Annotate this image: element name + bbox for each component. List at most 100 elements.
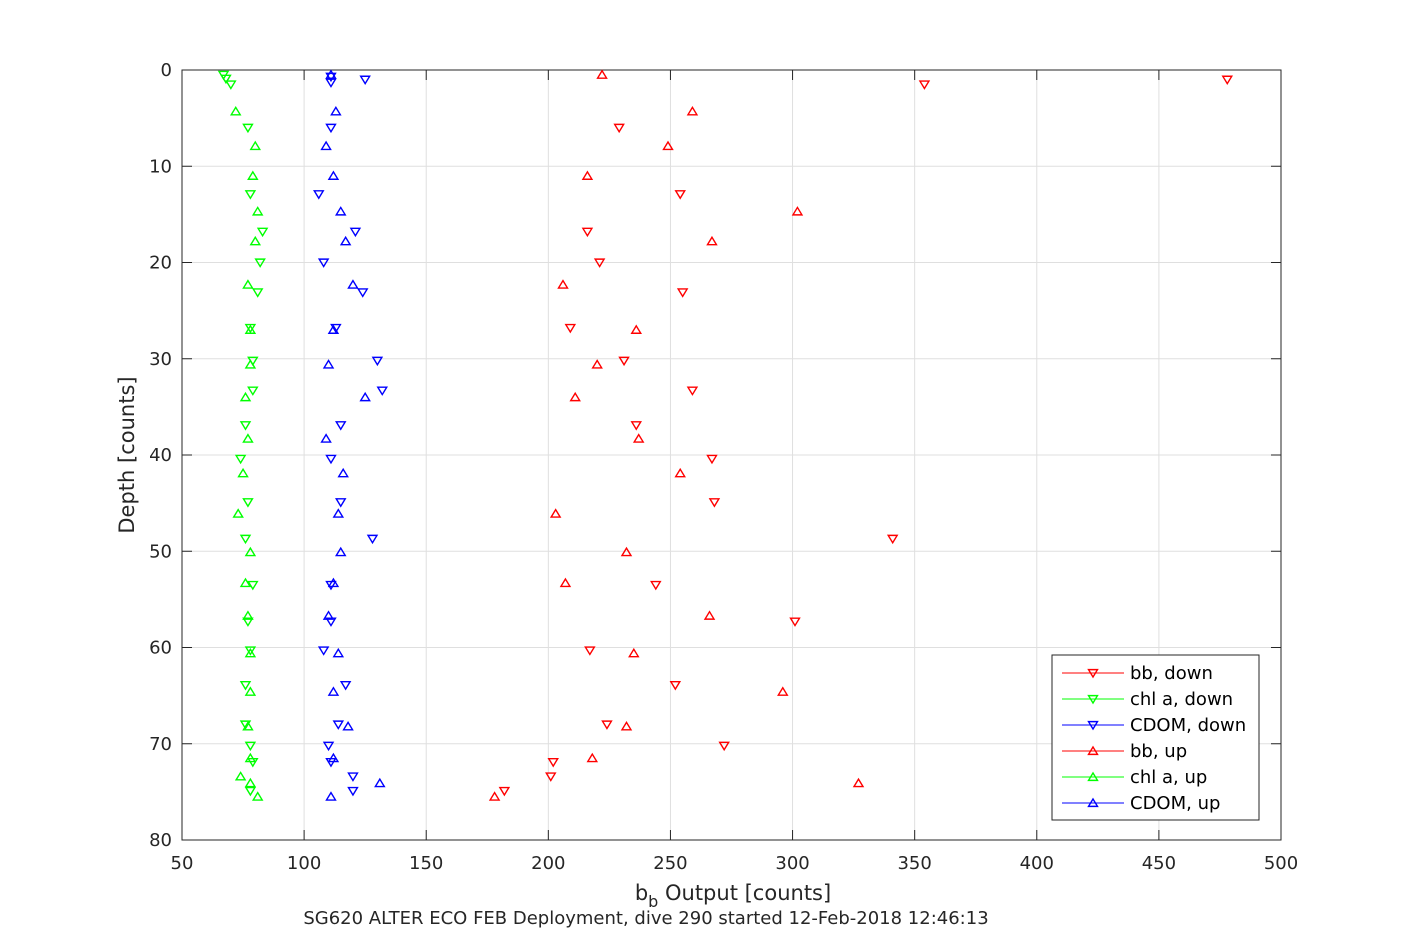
data-point xyxy=(332,508,345,518)
legend-label: CDOM, up xyxy=(1130,793,1220,814)
y-tick-label: 0 xyxy=(161,60,172,81)
data-point xyxy=(249,235,262,246)
data-point xyxy=(234,454,247,465)
y-tick-label: 70 xyxy=(149,734,172,755)
data-point xyxy=(247,170,259,180)
data-point xyxy=(335,546,347,557)
data-point xyxy=(239,720,252,730)
series-bb-up xyxy=(488,69,865,801)
data-point xyxy=(366,534,379,545)
data-point xyxy=(244,786,257,797)
data-point xyxy=(669,680,682,691)
data-point xyxy=(581,227,594,238)
data-point xyxy=(322,610,335,620)
data-point xyxy=(327,324,340,334)
data-point xyxy=(242,721,254,731)
data-point xyxy=(706,235,718,246)
data-point xyxy=(618,356,630,367)
legend: bb, down chl a, down CDOM, down bb, up chl a… xyxy=(1051,654,1260,821)
data-point xyxy=(686,105,699,116)
data-point xyxy=(247,580,259,591)
data-point xyxy=(244,646,257,656)
legend-swatch-marker xyxy=(1087,797,1099,808)
data-point xyxy=(242,123,254,134)
data-point xyxy=(247,386,259,396)
y-tick-label: 10 xyxy=(149,156,172,177)
data-point xyxy=(327,170,340,180)
x-axis-label-rest: Output [counts] xyxy=(658,881,831,905)
data-point xyxy=(325,123,337,134)
data-point xyxy=(332,720,345,730)
data-point xyxy=(777,686,789,696)
data-point xyxy=(559,577,572,588)
x-tick-label: 500 xyxy=(1264,853,1298,874)
series-cdom-down xyxy=(313,72,389,797)
data-point xyxy=(317,258,330,268)
data-point xyxy=(632,433,645,443)
data-point xyxy=(225,80,237,90)
data-point xyxy=(601,720,613,730)
data-point xyxy=(335,206,347,216)
data-point xyxy=(1221,75,1234,86)
data-point xyxy=(686,386,699,396)
data-point xyxy=(244,546,257,557)
data-point xyxy=(596,69,608,79)
data-point xyxy=(488,791,501,801)
data-point xyxy=(703,610,716,620)
data-point xyxy=(325,72,337,83)
legend-swatch-marker xyxy=(1087,668,1099,679)
y-tick-label: 40 xyxy=(149,445,172,466)
data-point xyxy=(584,646,596,656)
data-point xyxy=(613,123,625,134)
data-point xyxy=(244,190,257,200)
data-point xyxy=(320,433,332,443)
data-point xyxy=(586,752,599,763)
data-point xyxy=(852,777,865,788)
data-point xyxy=(564,323,577,334)
data-point xyxy=(244,741,257,752)
data-point xyxy=(581,170,594,180)
data-point xyxy=(320,140,332,151)
legend-entry: bb, up xyxy=(1062,741,1187,762)
data-point xyxy=(325,454,337,465)
chart-title: SG620 ALTER ECO FEB Deployment, dive 290… xyxy=(303,908,988,929)
data-point xyxy=(234,771,247,781)
legend-entry: chl a, down xyxy=(1062,689,1233,710)
data-point xyxy=(220,74,232,85)
data-point xyxy=(327,752,340,763)
data-point xyxy=(242,617,254,627)
data-point xyxy=(628,647,640,658)
data-point xyxy=(918,80,931,90)
data-point xyxy=(718,741,730,752)
data-point xyxy=(662,140,674,151)
x-axis-label-subscript: b xyxy=(648,892,658,911)
data-point xyxy=(335,421,347,431)
data-point xyxy=(254,258,266,268)
data-point xyxy=(229,105,242,116)
data-point xyxy=(337,467,349,478)
data-point xyxy=(557,279,569,289)
data-point xyxy=(327,686,340,696)
x-axis-label-main: b xyxy=(635,881,648,905)
x-tick-label: 450 xyxy=(1142,853,1176,874)
x-axis-label: bb Output [counts] xyxy=(635,881,831,911)
data-point xyxy=(242,610,254,620)
series-cdom-up xyxy=(320,69,386,801)
legend-swatch-marker xyxy=(1087,771,1099,782)
data-point xyxy=(251,206,264,216)
data-point xyxy=(674,467,686,478)
data-point xyxy=(251,791,264,801)
y-tick-label: 80 xyxy=(149,830,172,851)
y-axis-label: Depth [counts] xyxy=(115,376,139,533)
data-point xyxy=(359,75,371,86)
data-point xyxy=(325,580,337,591)
y-tick-label: 60 xyxy=(149,638,172,659)
data-point xyxy=(256,227,269,238)
legend-box xyxy=(1051,654,1260,821)
y-tick-label: 20 xyxy=(149,253,172,274)
data-point xyxy=(349,227,362,238)
x-tick-label: 400 xyxy=(1020,853,1054,874)
data-point xyxy=(244,647,257,658)
data-point xyxy=(327,577,340,588)
